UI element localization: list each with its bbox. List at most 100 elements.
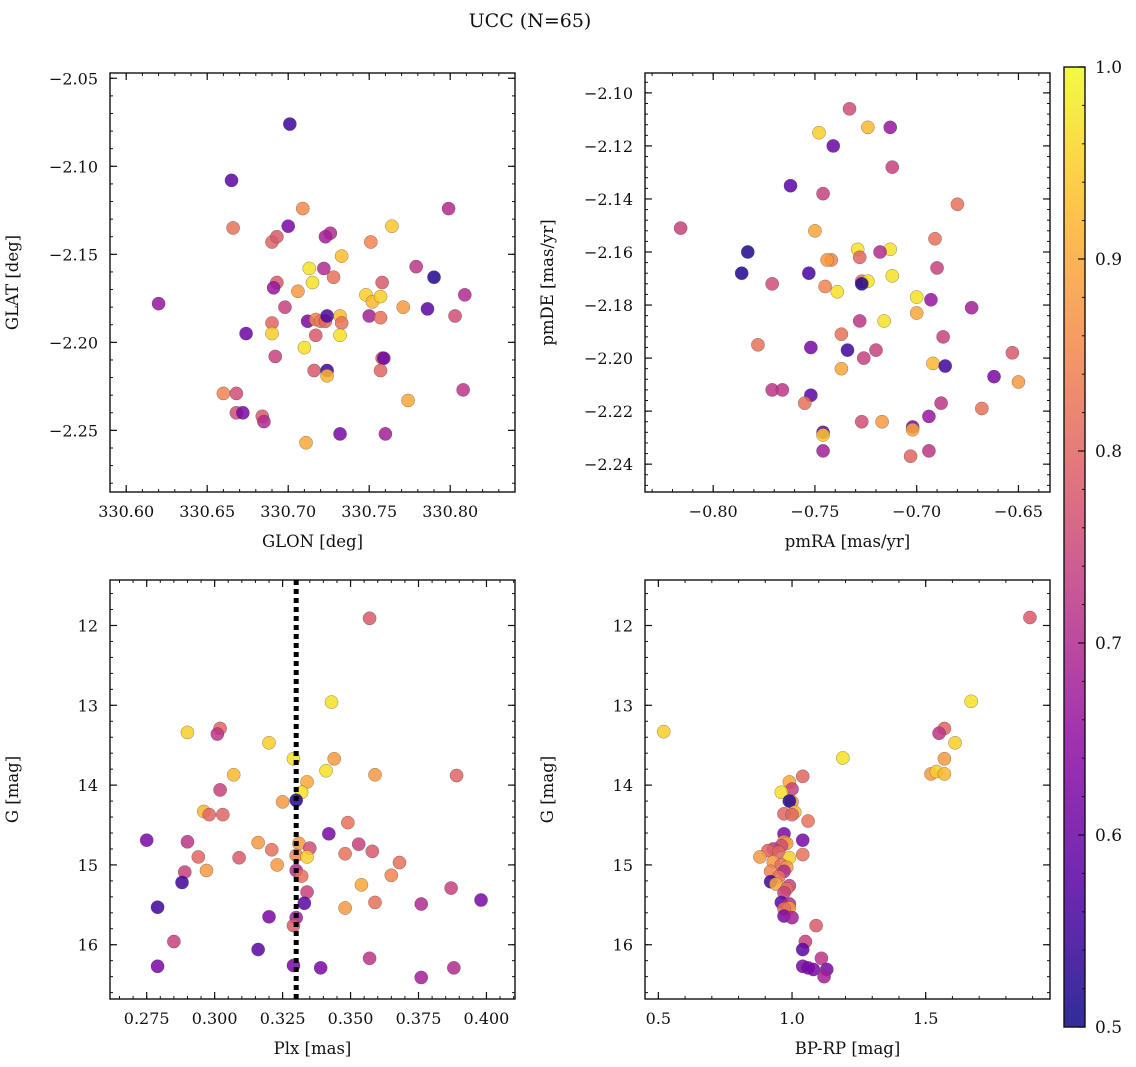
y-tick-label: 16 — [613, 936, 633, 955]
data-point — [852, 314, 867, 328]
marks-group — [139, 580, 488, 999]
data-point — [150, 900, 165, 915]
data-point — [333, 427, 347, 441]
x-tick-label: 0.275 — [124, 1009, 170, 1028]
data-point — [441, 201, 456, 216]
y-tick-label: −2.20 — [584, 349, 633, 368]
data-point — [291, 284, 305, 299]
data-point — [270, 858, 285, 872]
data-point — [934, 396, 948, 411]
data-point — [774, 785, 789, 800]
data-point — [854, 276, 869, 291]
panels-group: 330.60 330.65 330.70 330.75 330.80 −2.05 −2.10… — [3, 69, 1051, 1058]
data-point — [318, 229, 333, 244]
data-point — [213, 783, 227, 797]
data-point — [842, 101, 857, 116]
data-point — [930, 261, 944, 275]
y-tick-label: 15 — [613, 856, 633, 875]
data-point — [937, 751, 952, 766]
data-point — [180, 725, 195, 740]
y-tick-label: −2.24 — [584, 455, 633, 474]
y-tick-label: −2.22 — [584, 402, 633, 421]
data-point — [938, 359, 953, 373]
data-point — [282, 117, 297, 131]
data-point — [264, 842, 279, 857]
data-point — [797, 396, 812, 411]
data-point — [801, 814, 815, 828]
data-point — [816, 186, 830, 201]
data-point — [333, 328, 347, 343]
data-point — [420, 302, 435, 316]
data-point — [320, 368, 334, 383]
data-point — [414, 897, 429, 911]
data-point — [302, 261, 317, 276]
data-point — [340, 815, 355, 830]
data-point — [300, 850, 314, 864]
data-point — [281, 219, 296, 234]
data-point — [804, 340, 818, 355]
data-point — [932, 726, 946, 741]
data-point — [226, 767, 241, 782]
y-axis-label: G [mag] — [538, 756, 557, 823]
data-point — [765, 276, 780, 291]
data-point — [775, 383, 790, 397]
data-point — [180, 834, 195, 849]
data-point — [885, 160, 900, 174]
y-tick-label: −2.25 — [49, 421, 98, 440]
x-tick-label: 0.5 — [646, 1009, 671, 1028]
data-point — [782, 794, 797, 808]
data-point — [392, 855, 407, 870]
y-tick-label: 14 — [613, 776, 633, 795]
data-point — [753, 850, 767, 864]
data-point — [856, 351, 871, 365]
y-tick-label: −2.12 — [584, 137, 633, 156]
data-point — [818, 279, 832, 294]
data-point — [795, 833, 810, 848]
data-point — [385, 219, 399, 234]
colorbar: 0.5 0.6 0.7 0.8 0.9 1.0 — [1063, 58, 1122, 1038]
data-point — [903, 449, 918, 464]
data-point — [937, 767, 952, 781]
data-point — [396, 300, 411, 314]
x-axis-label: pmRA [mas/yr] — [785, 532, 910, 551]
data-point — [270, 229, 284, 244]
data-point — [362, 611, 377, 626]
marks-group — [673, 101, 1026, 464]
data-point — [251, 835, 265, 850]
data-point — [334, 316, 349, 330]
data-point — [384, 868, 399, 883]
data-point — [326, 270, 341, 285]
data-point — [926, 356, 940, 371]
data-point — [474, 893, 488, 907]
data-point — [877, 314, 891, 328]
x-tick-label: 0.375 — [396, 1009, 442, 1028]
data-point — [191, 850, 206, 864]
panel-bprp-g: 0.5 1.0 1.5 12 13 14 15 16 BP-RP [mag] G [mag] — [538, 579, 1051, 1058]
data-point — [368, 767, 382, 782]
data-point — [928, 231, 942, 246]
y-tick-label: −2.15 — [49, 245, 98, 264]
panel-pmra-pmde: −0.80 −0.75 −0.70 −0.65 −2.10 −2.12 −2.14 −2.16… — [538, 72, 1051, 551]
data-point — [785, 807, 799, 822]
colorbar-tick-label: 0.7 — [1095, 634, 1122, 654]
data-point — [265, 326, 279, 341]
panel-glon-glat: 330.60 330.65 330.70 330.75 330.80 −2.05 −2.10… — [3, 69, 516, 551]
data-point — [656, 724, 671, 739]
data-point — [376, 351, 391, 366]
colorbar-tick-label: 0.8 — [1095, 442, 1122, 462]
x-tick-label: −0.65 — [994, 502, 1043, 521]
data-point — [905, 422, 920, 437]
data-point — [373, 310, 388, 325]
data-point — [817, 969, 831, 984]
data-point — [308, 328, 323, 343]
data-point — [795, 942, 810, 957]
data-point — [275, 795, 290, 809]
data-point — [816, 444, 830, 458]
x-tick-label: 0.350 — [328, 1009, 374, 1028]
x-tick-label: 0.300 — [192, 1009, 238, 1028]
x-tick-label: 1.0 — [779, 1009, 804, 1028]
data-point — [224, 173, 239, 188]
data-point — [740, 245, 755, 259]
colorbar-frame — [1063, 66, 1086, 1028]
x-tick-label: 330.70 — [260, 502, 316, 521]
